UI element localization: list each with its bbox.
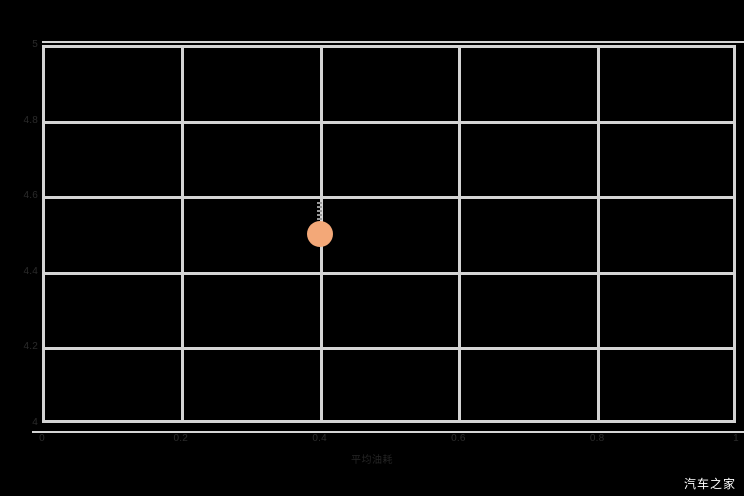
x-tick-label: 1 xyxy=(733,433,739,444)
plot-top-border xyxy=(42,41,744,43)
gridline-horizontal xyxy=(42,120,736,124)
gridline-horizontal xyxy=(42,420,736,423)
plot-area xyxy=(42,45,736,423)
data-series-layer xyxy=(42,45,736,423)
y-tick-label: 4.4 xyxy=(23,265,38,277)
x-tick-label: 0.6 xyxy=(451,433,466,444)
x-axis-title: 平均油耗 xyxy=(351,455,393,466)
x-tick-label: 0 xyxy=(39,433,45,444)
gridline-horizontal xyxy=(42,196,736,200)
gridline-vertical xyxy=(42,45,45,423)
gridline-horizontal xyxy=(42,45,736,48)
gridline-vertical xyxy=(597,45,601,423)
gridline-horizontal xyxy=(42,347,736,351)
plot-bottom-border xyxy=(32,431,744,433)
gridline-horizontal xyxy=(42,271,736,275)
x-tick-label: 0.8 xyxy=(589,433,605,444)
y-tick-label: 5 xyxy=(32,39,38,50)
y-tick-label: 4.2 xyxy=(23,341,38,353)
y-tick-label: 4.6 xyxy=(23,190,38,202)
y-tick-label: 4.8 xyxy=(23,114,38,126)
y-tick-label: 4 xyxy=(32,417,38,428)
x-tick-label: 0.4 xyxy=(312,433,327,444)
gridline-vertical xyxy=(458,45,462,423)
watermark-logo: 汽车之家 xyxy=(683,477,736,491)
gridline-vertical xyxy=(319,45,323,423)
gridline-vertical xyxy=(180,45,184,423)
gridline-vertical xyxy=(733,45,736,423)
x-tick-label: 0.2 xyxy=(173,433,189,444)
